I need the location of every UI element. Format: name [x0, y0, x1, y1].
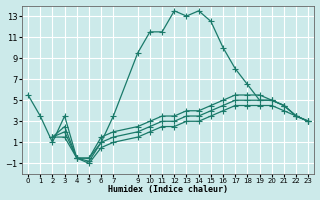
X-axis label: Humidex (Indice chaleur): Humidex (Indice chaleur) — [108, 185, 228, 194]
